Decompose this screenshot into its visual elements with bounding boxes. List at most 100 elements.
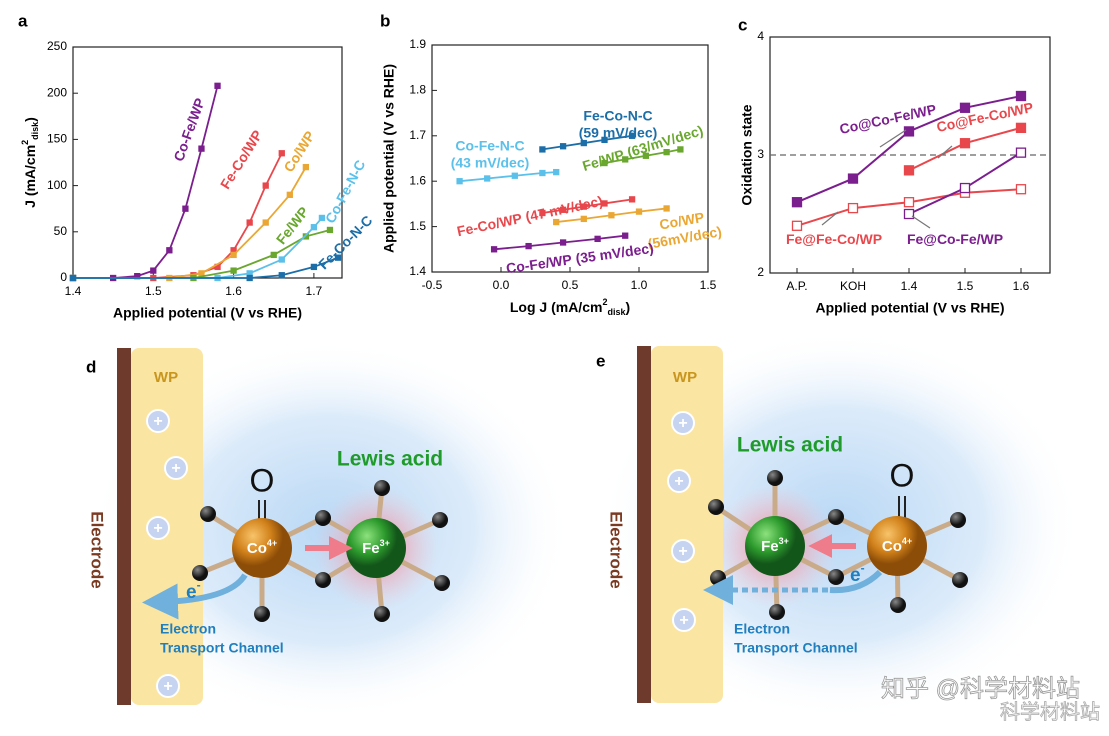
data-point bbox=[262, 219, 269, 226]
data-point bbox=[553, 168, 560, 176]
data-point bbox=[628, 196, 636, 203]
watermark: 知乎 @科学材料站 bbox=[881, 675, 1080, 702]
data-point bbox=[1015, 122, 1027, 134]
data-point bbox=[642, 152, 650, 159]
svg-text:+: + bbox=[153, 413, 162, 430]
data-point bbox=[622, 156, 629, 163]
data-point bbox=[601, 159, 608, 167]
x-axis-label-part: Log J (mA/cm bbox=[510, 299, 603, 315]
electron-sign: - bbox=[197, 578, 201, 592]
data-point bbox=[456, 178, 463, 185]
electrode-bar bbox=[637, 346, 651, 703]
y-tick-label: 200 bbox=[47, 85, 67, 99]
y-tick-label: 1.6 bbox=[409, 173, 426, 187]
electron-label: e- bbox=[850, 561, 865, 586]
data-point bbox=[847, 202, 859, 214]
x-tick-label: KOH bbox=[840, 279, 866, 293]
co-label: Co4+ bbox=[247, 538, 277, 557]
channel-line-1: Electron bbox=[160, 621, 216, 637]
data-point bbox=[1015, 184, 1027, 195]
svg-text:+: + bbox=[171, 460, 180, 477]
slope-label: (43 mV/dec) bbox=[451, 155, 530, 171]
channel-line-2: Transport Channel bbox=[734, 640, 858, 656]
electron-arrow bbox=[829, 569, 883, 594]
fe-base: Fe bbox=[362, 540, 380, 557]
data-point bbox=[278, 256, 285, 263]
y-axis-label: J (mA/cm2disk) bbox=[20, 117, 40, 208]
wp-layer bbox=[651, 346, 723, 703]
y-axis-label-part: disk bbox=[30, 121, 40, 140]
fe-charge: 3+ bbox=[779, 536, 789, 546]
data-point bbox=[326, 226, 334, 234]
y-tick-label: 50 bbox=[54, 224, 68, 238]
lewis-acid-label: Lewis acid bbox=[337, 448, 443, 471]
data-point bbox=[1015, 147, 1027, 158]
data-point bbox=[580, 203, 587, 210]
y-tick-label: 250 bbox=[47, 39, 67, 53]
y-tick-label: 1.5 bbox=[409, 219, 426, 233]
data-point bbox=[791, 220, 803, 231]
x-axis-label-part: 2 bbox=[602, 297, 607, 307]
data-point bbox=[539, 209, 546, 217]
x-tick-label: 1.0 bbox=[631, 278, 648, 292]
y-tick-label: 100 bbox=[47, 178, 67, 192]
data-point bbox=[791, 197, 803, 208]
pointer-arrow bbox=[911, 215, 931, 229]
fe-charge: 3+ bbox=[380, 538, 390, 548]
x-tick-label: 1.4 bbox=[901, 279, 918, 293]
svg-text:+: + bbox=[674, 473, 683, 490]
data-point bbox=[310, 263, 318, 271]
fe-atom bbox=[745, 516, 805, 576]
data-point bbox=[278, 272, 285, 279]
data-point bbox=[601, 136, 608, 144]
data-point bbox=[1015, 90, 1027, 102]
data-point bbox=[663, 205, 670, 212]
data-point bbox=[214, 82, 221, 89]
x-tick-label: 1.6 bbox=[225, 284, 242, 298]
x-tick-label: 1.5 bbox=[145, 284, 162, 298]
slope-label: (59 mV/dec) bbox=[579, 125, 658, 141]
data-point bbox=[525, 242, 532, 250]
fe-label: Fe3+ bbox=[761, 536, 789, 555]
data-point bbox=[539, 169, 546, 177]
data-point bbox=[270, 251, 277, 259]
series-label: Co-Fe-N-C bbox=[455, 138, 524, 154]
series-name: Fe@Fe-Co/WP bbox=[786, 231, 882, 247]
oxygen: O bbox=[250, 462, 275, 498]
fe-base: Fe bbox=[761, 538, 779, 555]
data-point bbox=[559, 239, 567, 246]
x-tick-label: 0.5 bbox=[562, 278, 579, 292]
data-point bbox=[959, 102, 971, 113]
x-tick-label: 1.6 bbox=[1013, 279, 1030, 293]
co-charge: 4+ bbox=[267, 538, 277, 548]
x-tick-label: -0.5 bbox=[422, 278, 443, 292]
series-label: Co/WP bbox=[658, 209, 705, 233]
y-tick-label: 3 bbox=[757, 147, 764, 161]
data-point bbox=[511, 172, 518, 179]
wp-label: WP bbox=[673, 369, 697, 386]
x-axis-label: Log J (mA/cm2disk) bbox=[510, 297, 630, 317]
data-point bbox=[959, 138, 971, 149]
series-label: Fe@Fe-Co/WP bbox=[786, 231, 882, 247]
electrode-label: Electrode bbox=[88, 511, 107, 588]
data-point bbox=[608, 212, 615, 219]
diagram-e: e WP Electrode + + + + O Co4+ Fe3+ Lewis… bbox=[596, 330, 1080, 720]
fe-label: Fe3+ bbox=[362, 538, 390, 557]
data-point bbox=[490, 246, 498, 253]
y-tick-label: 0 bbox=[60, 270, 67, 284]
x-tick-label: 0.0 bbox=[493, 278, 510, 292]
svg-text:+: + bbox=[153, 520, 162, 537]
electrode-bar bbox=[117, 348, 131, 705]
y-tick-label: 150 bbox=[47, 132, 67, 146]
y-tick-label: 2 bbox=[757, 265, 764, 279]
x-tick-label: 1.4 bbox=[65, 284, 82, 298]
y-axis-label-part: J (mA/cm bbox=[22, 145, 38, 208]
y-axis-label-part: 2 bbox=[20, 140, 30, 145]
data-point bbox=[580, 139, 587, 147]
data-point bbox=[622, 232, 629, 239]
svg-text:+: + bbox=[678, 543, 687, 560]
data-point bbox=[166, 247, 173, 254]
data-point bbox=[278, 150, 285, 157]
data-point bbox=[959, 182, 971, 194]
svg-text:+: + bbox=[679, 612, 688, 629]
